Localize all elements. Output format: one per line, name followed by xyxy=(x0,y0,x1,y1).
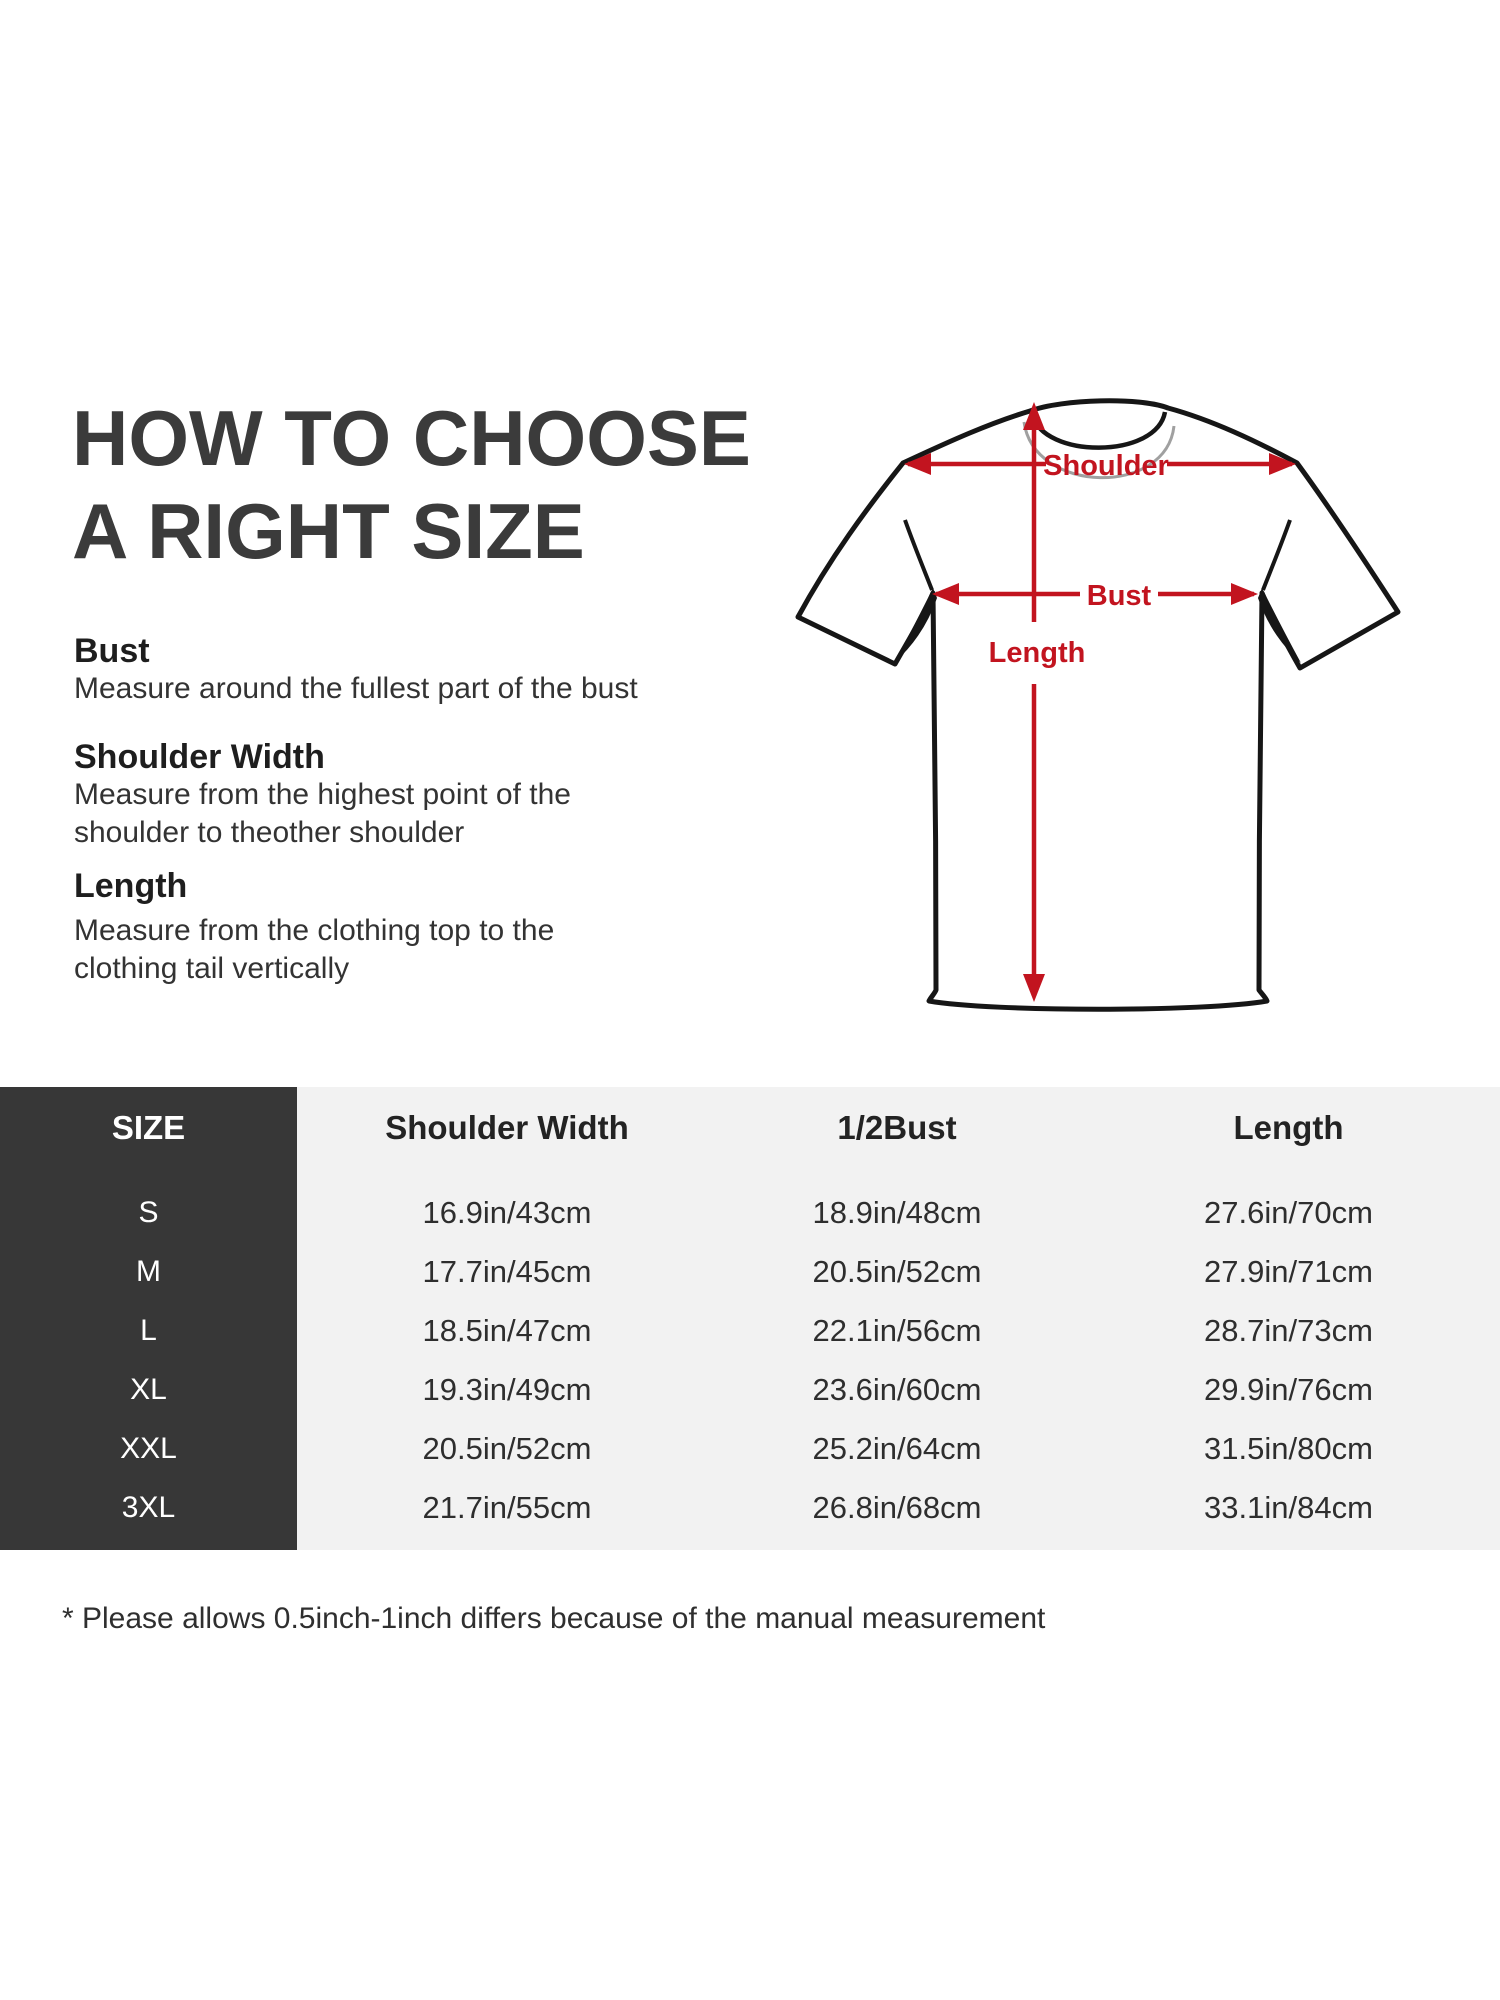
shoulder-width-value: 17.7in/45cm xyxy=(422,1254,592,1289)
length-value: 33.1in/84cm xyxy=(1204,1490,1373,1525)
length-arrowhead-top xyxy=(1023,402,1045,430)
length-value: 27.6in/70cm xyxy=(1204,1195,1373,1230)
length-value: 29.9in/76cm xyxy=(1204,1372,1373,1407)
size-label: M xyxy=(136,1255,161,1288)
left-sleeve-seam xyxy=(903,519,934,591)
measurement-disclaimer: * Please allows 0.5inch-1inch differs be… xyxy=(62,1602,1046,1635)
page-title-line2: A RIGHT SIZE xyxy=(72,487,585,575)
table-row-3xl: 3XL 21.7in/55cm 26.8in/68cm 33.1in/84cm xyxy=(0,1488,1500,1528)
shoulder-width-description-line2: shoulder to theother shoulder xyxy=(74,816,465,849)
size-table: SIZE Shoulder Width 1/2Bust Length S 16.… xyxy=(0,1087,1500,1550)
length-value: 28.7in/73cm xyxy=(1204,1313,1373,1348)
half-bust-value: 23.6in/60cm xyxy=(812,1372,982,1407)
column-header-length: Length xyxy=(1233,1109,1344,1146)
shoulder-arrow-label: Shoulder xyxy=(1043,450,1169,482)
shoulder-arrowhead-right xyxy=(1269,453,1296,475)
length-description-line2: clothing tail vertically xyxy=(74,952,350,985)
size-column-background xyxy=(0,1087,297,1550)
page-title: HOW TO CHOOSE A RIGHT SIZE xyxy=(72,392,751,578)
length-arrow-label: Length xyxy=(989,637,1086,669)
bust-heading: Bust xyxy=(74,632,150,670)
size-label: XXL xyxy=(120,1432,177,1465)
column-header-half-bust: 1/2Bust xyxy=(837,1109,957,1146)
size-table-header-row: SIZE Shoulder Width 1/2Bust Length xyxy=(0,1108,1500,1148)
bust-arrow-label: Bust xyxy=(1087,580,1152,612)
length-description: Measure from the clothing top to the clo… xyxy=(74,912,554,988)
shoulder-width-value: 20.5in/52cm xyxy=(422,1431,592,1466)
size-label: L xyxy=(140,1314,157,1347)
length-arrowhead-bottom xyxy=(1023,974,1045,1002)
right-underarm-shadow xyxy=(1258,588,1301,663)
size-label: 3XL xyxy=(121,1491,176,1524)
half-bust-value: 22.1in/56cm xyxy=(812,1313,982,1348)
left-underarm-shadow xyxy=(894,588,937,663)
table-row-l: L 18.5in/47cm 22.1in/56cm 28.7in/73cm xyxy=(0,1311,1500,1351)
half-bust-value: 25.2in/64cm xyxy=(812,1431,982,1466)
length-value: 31.5in/80cm xyxy=(1204,1431,1373,1466)
column-header-size: SIZE xyxy=(111,1109,186,1146)
right-sleeve-seam xyxy=(1261,519,1292,591)
shoulder-width-description: Measure from the highest point of the sh… xyxy=(74,776,571,852)
length-heading: Length xyxy=(74,867,188,905)
half-bust-value: 18.9in/48cm xyxy=(812,1195,982,1230)
table-row-s: S 16.9in/43cm 18.9in/48cm 27.6in/70cm xyxy=(0,1193,1500,1233)
length-value: 27.9in/71cm xyxy=(1204,1254,1373,1289)
half-bust-value: 20.5in/52cm xyxy=(812,1254,982,1289)
bust-arrowhead-left xyxy=(932,583,959,605)
shoulder-width-value: 19.3in/49cm xyxy=(422,1372,592,1407)
shoulder-width-value: 16.9in/43cm xyxy=(422,1195,592,1230)
tshirt-measurement-diagram: Shoulder Bust Length xyxy=(795,398,1401,1012)
size-label: XL xyxy=(130,1373,167,1406)
shoulder-arrowhead-left xyxy=(904,453,931,475)
shoulder-width-heading: Shoulder Width xyxy=(74,738,325,776)
table-row-xl: XL 19.3in/49cm 23.6in/60cm 29.9in/76cm xyxy=(0,1370,1500,1410)
half-bust-value: 26.8in/68cm xyxy=(812,1490,982,1525)
shoulder-width-description-line1: Measure from the highest point of the xyxy=(74,778,571,811)
tshirt-outline xyxy=(795,398,1401,1012)
size-label: S xyxy=(138,1196,159,1229)
bust-description: Measure around the fullest part of the b… xyxy=(74,672,638,705)
length-description-line1: Measure from the clothing top to the xyxy=(74,914,555,947)
shoulder-width-value: 21.7in/55cm xyxy=(422,1490,592,1525)
column-header-shoulder-width: Shoulder Width xyxy=(385,1109,629,1146)
table-row-m: M 17.7in/45cm 20.5in/52cm 27.9in/71cm xyxy=(0,1252,1500,1292)
bust-arrowhead-right xyxy=(1231,583,1258,605)
table-row-xxl: XXL 20.5in/52cm 25.2in/64cm 31.5in/80cm xyxy=(0,1429,1500,1469)
shoulder-width-value: 18.5in/47cm xyxy=(422,1313,592,1348)
page-title-line1: HOW TO CHOOSE xyxy=(72,394,751,482)
